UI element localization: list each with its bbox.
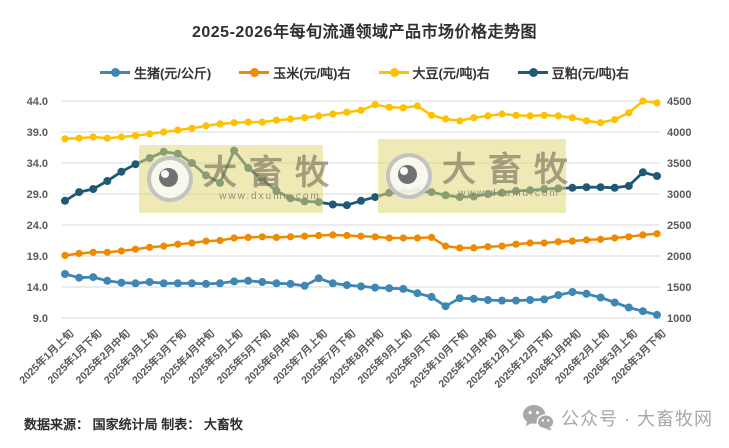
legend-item-pig: 生猪(元/公斤): [99, 63, 212, 82]
legend-marker-soymeal: [517, 68, 548, 77]
svg-text:1000: 1000: [667, 313, 691, 325]
chart-legend: 生猪(元/公斤) 玉米(元/吨)右 大豆(元/吨)右 豆粕(元/吨)右: [0, 63, 729, 82]
watermark-brand-text: 大畜牧: [203, 154, 341, 192]
svg-text:4000: 4000: [667, 127, 691, 139]
svg-text:24.0: 24.0: [27, 220, 48, 232]
legend-marker-corn: [239, 68, 270, 77]
svg-text:2500: 2500: [667, 220, 691, 232]
wechat-account-label: 公众号 · 大畜牧网: [561, 408, 713, 429]
y-axis-right-tick-labels: 1000 1500 2000 2500 3000 3500 4000 4500: [667, 96, 691, 325]
legend-item-soymeal: 豆粕(元/吨)右: [517, 63, 630, 82]
daxumu-logo-icon: [147, 156, 193, 202]
wechat-account-badge: 公众号 · 大畜牧网: [522, 404, 713, 431]
svg-text:3000: 3000: [667, 189, 691, 201]
series-0-line: [61, 270, 661, 319]
watermark-url-text: www.dxumu.com: [219, 191, 321, 202]
series-2-line: [61, 97, 661, 143]
svg-text:19.0: 19.0: [27, 251, 48, 263]
x-axis-tick-labels: 2025年1月上旬2025年1月下旬2025年2月中旬2025年3月上旬2025…: [17, 327, 669, 391]
svg-text:3500: 3500: [667, 158, 691, 170]
watermark-url-text: www.dxumu.com: [458, 188, 560, 199]
watermark-brand-text: 大畜牧: [442, 151, 580, 189]
legend-label-soymeal: 豆粕(元/吨)右: [551, 66, 630, 81]
svg-text:4500: 4500: [667, 96, 691, 108]
legend-label-soybean: 大豆(元/吨)右: [412, 66, 490, 81]
legend-marker-pig: [99, 68, 130, 77]
legend-label-corn: 玉米(元/吨)右: [273, 66, 351, 81]
legend-label-pig: 生猪(元/公斤): [133, 66, 212, 81]
svg-text:2000: 2000: [667, 251, 691, 263]
legend-item-soybean: 大豆(元/吨)右: [378, 63, 490, 82]
chart-title: 2025-2026年每旬流通领域产品市场价格走势图: [191, 24, 538, 41]
svg-text:44.0: 44.0: [27, 96, 48, 108]
series-1-line: [61, 230, 661, 259]
wechat-icon: [522, 405, 554, 431]
legend-marker-soybean: [378, 68, 409, 77]
svg-text:14.0: 14.0: [27, 282, 48, 294]
data-source-note: 数据来源： 国家统计局 制表： 大畜牧: [24, 417, 243, 432]
legend-item-corn: 玉米(元/吨)右: [239, 63, 351, 82]
daxumu-logo-icon: [386, 153, 432, 199]
watermark-box-right: 大畜牧 www.dxumu.com: [378, 139, 568, 213]
svg-text:1500: 1500: [667, 282, 691, 294]
svg-text:29.0: 29.0: [27, 189, 48, 201]
svg-text:9.0: 9.0: [33, 313, 48, 325]
y-axis-left-tick-labels: 9.0 14.0 19.0 24.0 29.0 34.0 39.0 44.0: [27, 96, 48, 325]
watermark-box-left: 大畜牧 www.dxumu.com: [139, 145, 329, 213]
svg-text:39.0: 39.0: [27, 127, 48, 139]
svg-text:34.0: 34.0: [27, 158, 48, 170]
